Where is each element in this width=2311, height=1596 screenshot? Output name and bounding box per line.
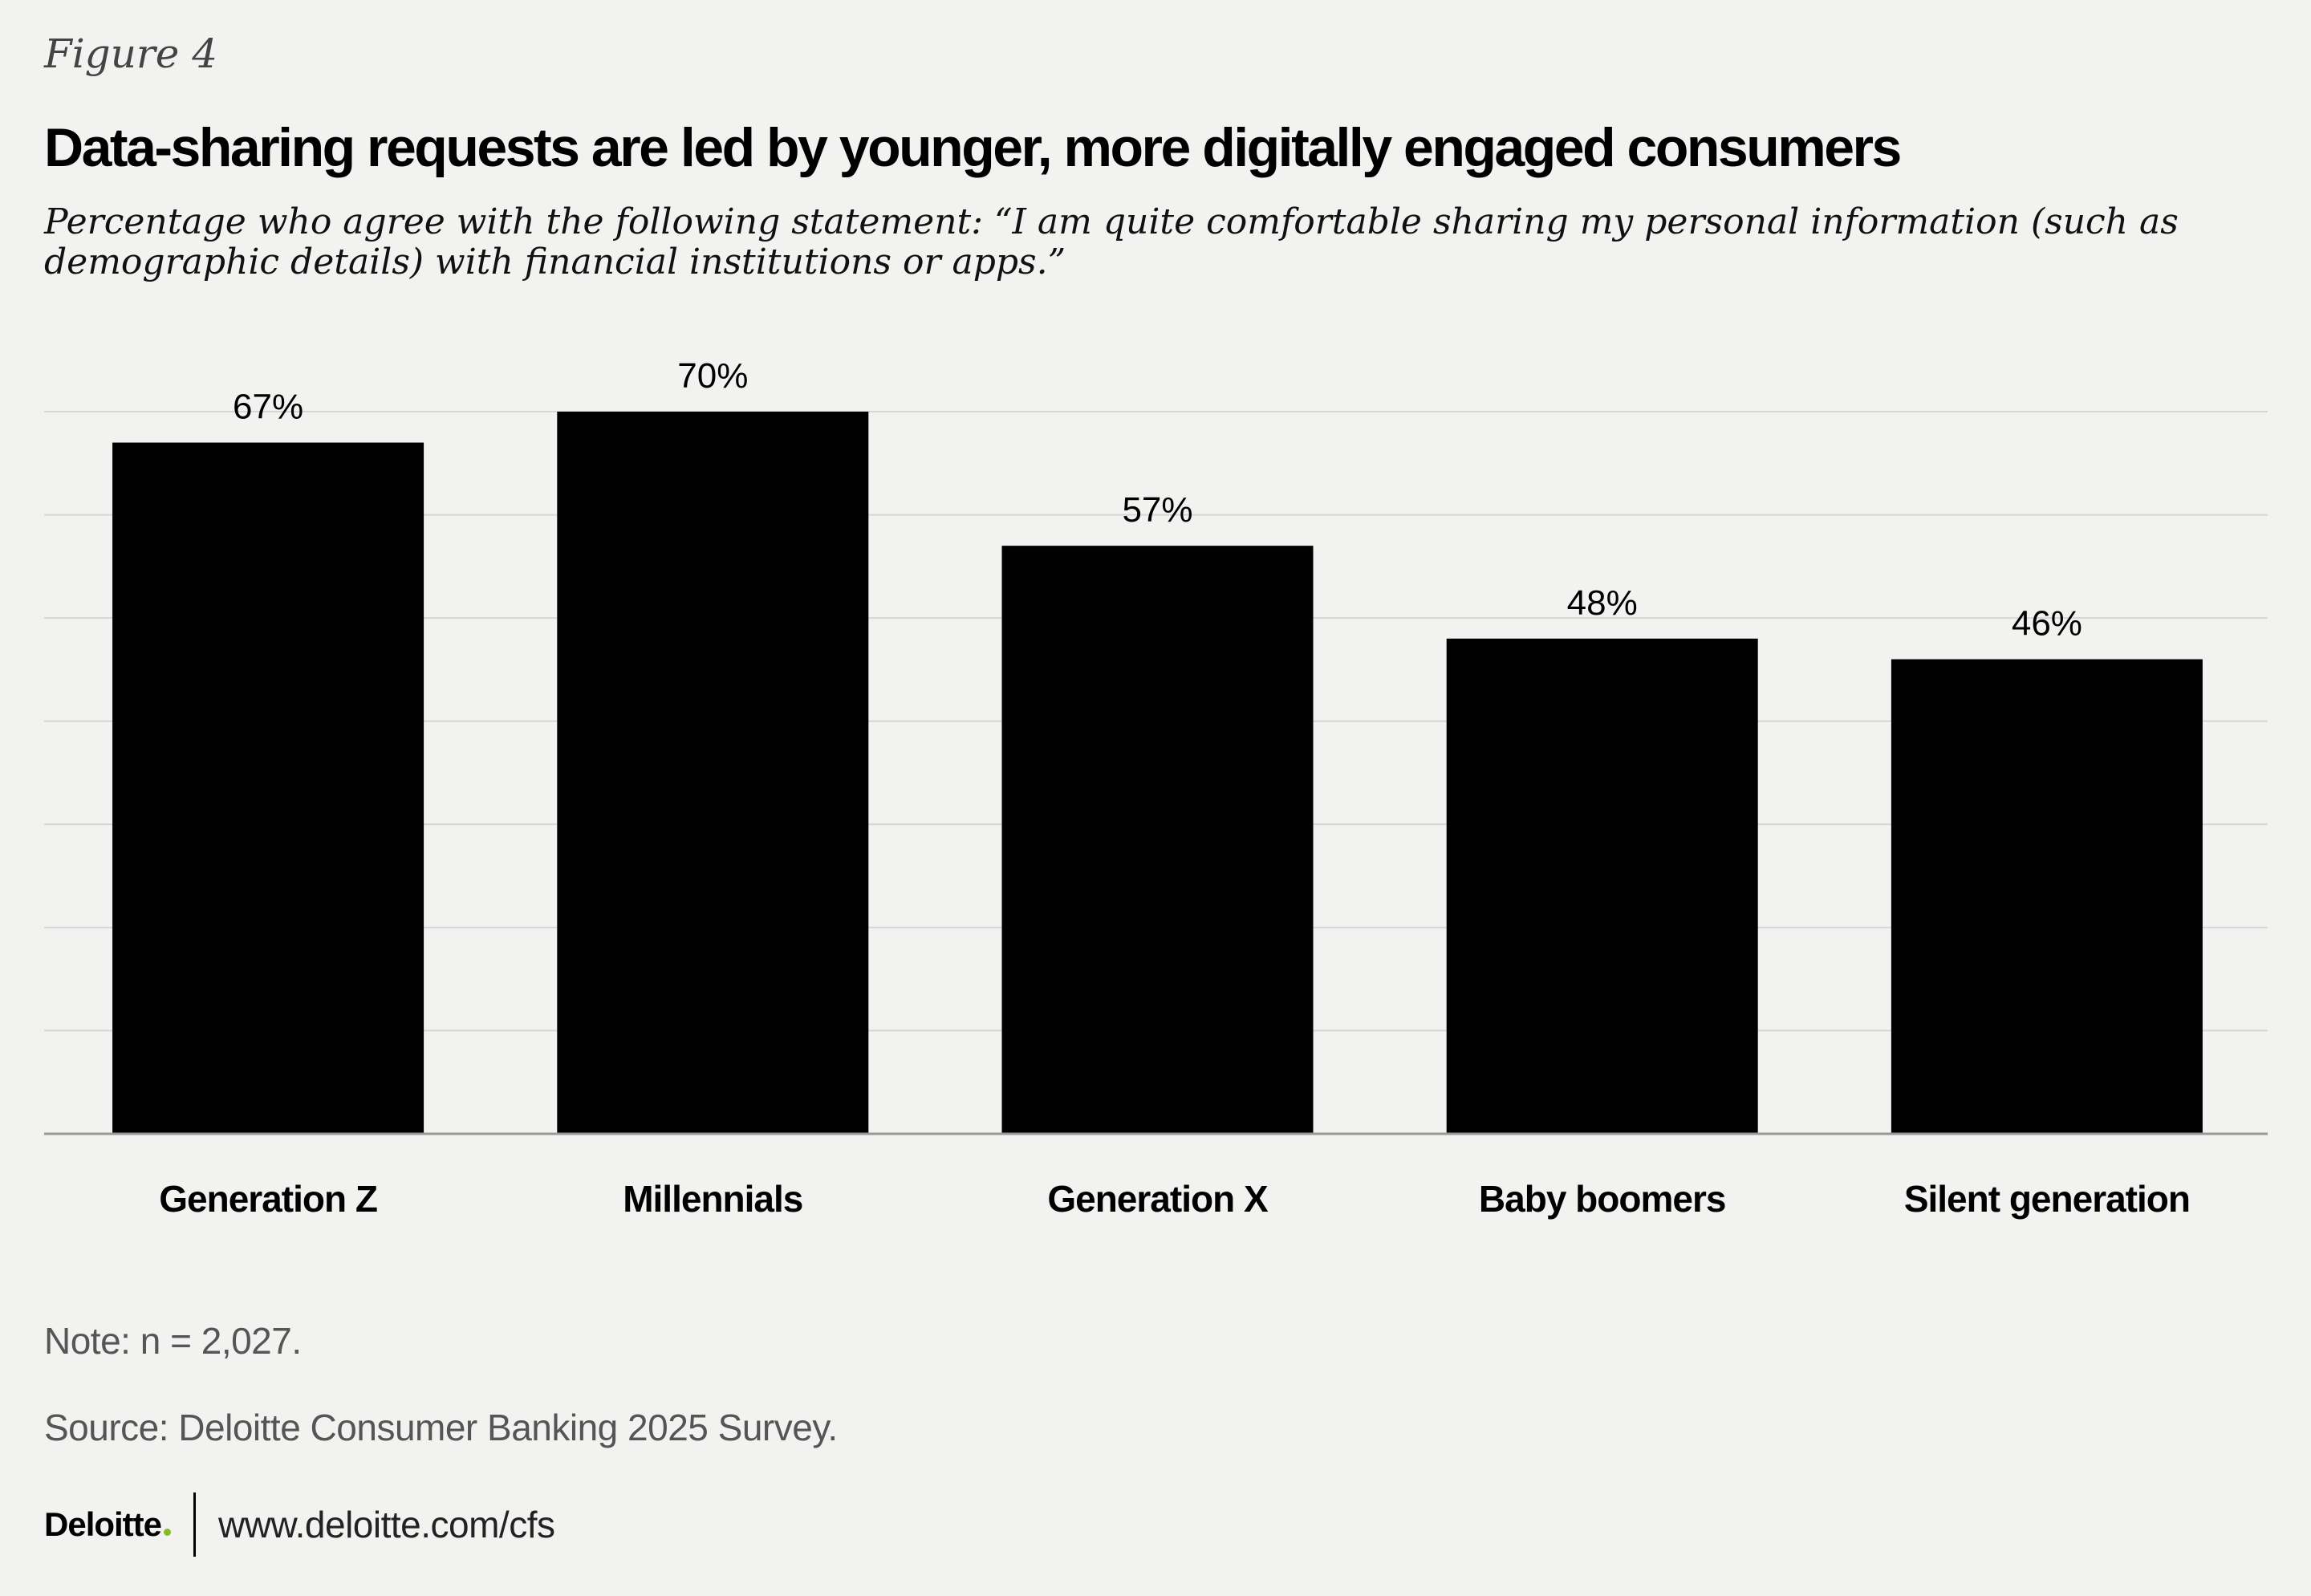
footer: Deloitte www.deloitte.com/cfs <box>44 1492 555 1557</box>
chart-title: Data-sharing requests are led by younger… <box>44 117 1902 178</box>
category-label: Millennials <box>623 1178 802 1220</box>
footer-divider <box>193 1492 197 1557</box>
data-label: 67% <box>233 388 303 427</box>
logo-text: Deloitte <box>44 1505 162 1543</box>
bar <box>557 412 869 1134</box>
chart-source: Source: Deloitte Consumer Banking 2025 S… <box>44 1407 838 1448</box>
figure-label: Figure 4 <box>44 30 218 77</box>
data-label: 46% <box>2012 604 2082 644</box>
chart-note: Note: n = 2,027. <box>44 1320 302 1362</box>
bar <box>112 442 424 1134</box>
data-label: 57% <box>1122 490 1192 530</box>
category-label: Generation Z <box>159 1178 377 1220</box>
data-label: 70% <box>677 356 748 396</box>
data-label: 48% <box>1567 583 1638 623</box>
category-label: Baby boomers <box>1479 1178 1726 1220</box>
logo-dot-icon <box>164 1529 172 1536</box>
footer-url-link[interactable]: www.deloitte.com/cfs <box>218 1504 555 1545</box>
category-label: Generation X <box>1047 1178 1269 1220</box>
bar <box>1891 659 2203 1134</box>
deloitte-logo: Deloitte <box>44 1505 172 1544</box>
bar <box>1001 546 1314 1134</box>
bar <box>1446 638 1758 1134</box>
category-label: Silent generation <box>1904 1178 2190 1220</box>
chart-subtitle: Percentage who agree with the following … <box>44 201 2179 282</box>
